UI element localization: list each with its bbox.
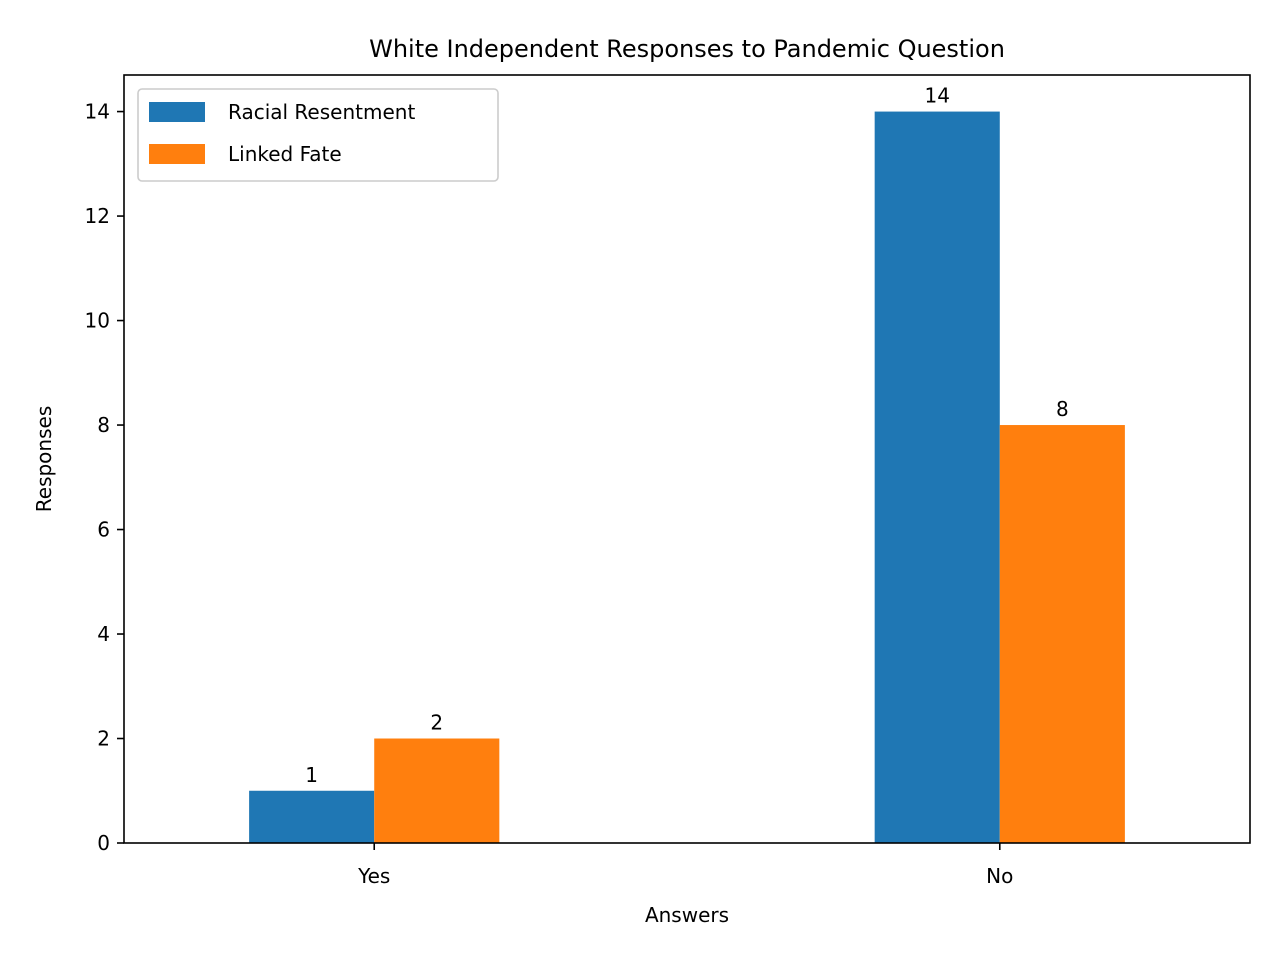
bar-linked-fate-yes	[374, 738, 500, 843]
y-tick-label: 0	[97, 831, 110, 855]
x-tick-label-yes: Yes	[357, 864, 390, 888]
y-tick-label: 6	[97, 518, 110, 542]
chart-title: White Independent Responses to Pandemic …	[369, 35, 1005, 63]
legend-swatch-racial-resentment	[149, 102, 205, 122]
bar-racial-resentment-no	[874, 111, 1000, 844]
bar-value-label-racial-resentment-no: 14	[924, 84, 949, 108]
legend-box	[137, 88, 499, 182]
axes-frame	[123, 74, 1251, 844]
bar-racial-resentment-yes	[249, 790, 375, 843]
bar-value-label-racial-resentment-yes: 1	[305, 763, 318, 787]
y-tick-label: 8	[97, 413, 110, 437]
x-tick-label-no: No	[986, 864, 1013, 888]
x-axis-ticks: Yes No	[357, 843, 1013, 888]
legend-entries: Racial Resentment Linked Fate	[149, 100, 415, 166]
bar-value-label-linked-fate-no: 8	[1056, 397, 1069, 421]
x-axis-label: Answers	[645, 903, 729, 927]
y-tick-label: 4	[97, 622, 110, 646]
legend-swatch-linked-fate	[149, 144, 205, 164]
legend-label-linked-fate: Linked Fate	[228, 142, 342, 166]
y-axis-label: Responses	[32, 406, 56, 512]
y-tick-label: 14	[85, 100, 110, 124]
y-tick-label: 2	[97, 727, 110, 751]
bar-linked-fate-no	[999, 425, 1125, 843]
legend: Racial Resentment Linked Fate	[137, 88, 499, 182]
legend-label-racial-resentment: Racial Resentment	[228, 100, 415, 124]
y-tick-label: 10	[85, 309, 110, 333]
bar-value-label-linked-fate-yes: 2	[430, 711, 443, 735]
plot-area: 1 14 2 8	[249, 84, 1125, 844]
y-axis-ticks: 0 2 4 6 8 10 12 14	[85, 100, 124, 855]
y-tick-label: 12	[85, 204, 110, 228]
